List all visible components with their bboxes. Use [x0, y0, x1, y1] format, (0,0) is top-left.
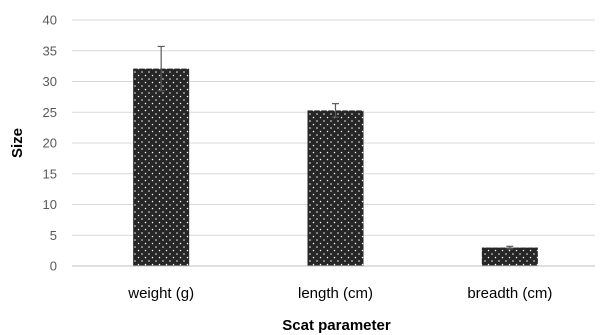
y-tick-label: 5 [50, 228, 57, 243]
y-tick-label: 25 [43, 105, 57, 120]
category-labels: weight (g) length (cm) breadth (cm) [127, 285, 552, 302]
bar [481, 247, 538, 266]
error-bars [157, 45, 514, 250]
y-tick-label: 10 [43, 197, 57, 212]
y-tick-labels: 0 5 10 15 20 25 30 35 40 [43, 13, 57, 274]
x-axis-title: Scat parameter [282, 317, 391, 334]
y-tick-label: 35 [43, 43, 57, 58]
category-label: weight (g) [127, 285, 194, 302]
y-tick-label: 40 [43, 13, 57, 28]
y-tick-label: 20 [43, 136, 57, 151]
bar [307, 110, 364, 266]
y-axis-title: Size [9, 128, 26, 158]
y-tick-label: 15 [43, 166, 57, 181]
bars [133, 68, 538, 267]
category-label: length (cm) [298, 285, 373, 302]
y-tick-label: 30 [43, 74, 57, 89]
y-tick-label: 0 [50, 259, 57, 274]
category-label: breadth (cm) [467, 285, 552, 302]
bar [133, 68, 190, 267]
